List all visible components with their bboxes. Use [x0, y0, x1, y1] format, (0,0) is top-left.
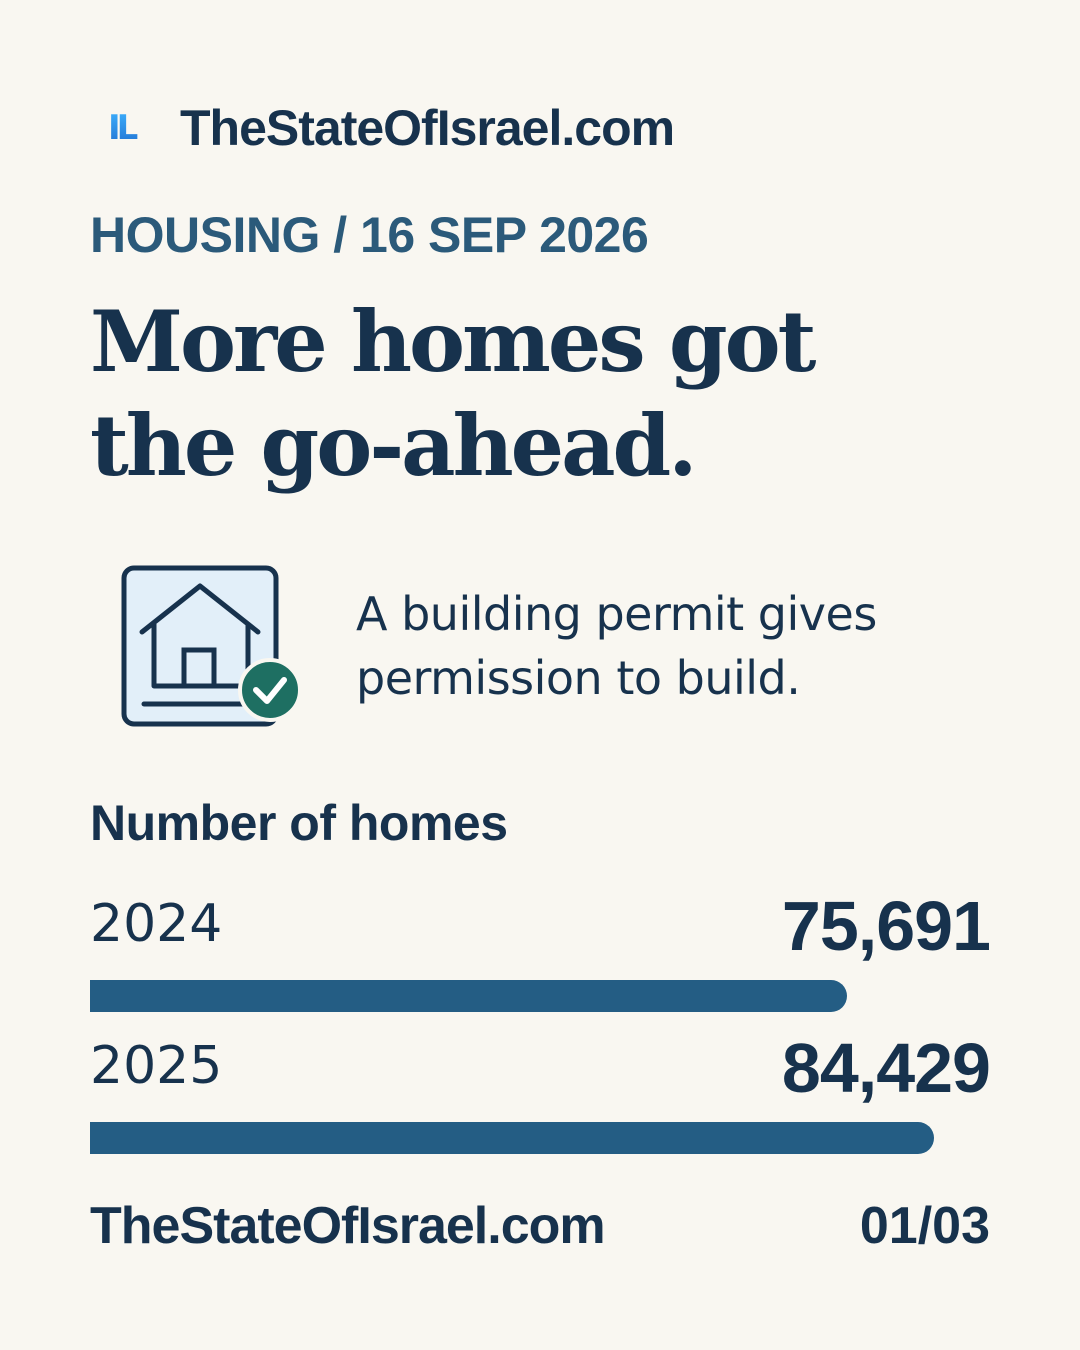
brand-header: IL TheStateOfIsrael.com — [108, 96, 675, 160]
headline-line-2: the go-ahead. — [90, 396, 698, 495]
page-indicator: 01/03 — [859, 1197, 990, 1255]
headline: More homes got the go-ahead. — [90, 290, 990, 498]
bar-value-label: 84,429 — [781, 1029, 991, 1107]
house-permit-check-icon — [121, 565, 302, 727]
bar-row-2024: 2024 75,691 — [90, 886, 991, 1016]
bar-category-label: 2024 — [90, 894, 223, 954]
permit-definition: A building permit gives permission to bu… — [356, 582, 996, 710]
bar-value-label: 75,691 — [781, 887, 991, 965]
brand-logo: IL — [108, 108, 168, 148]
chart-title: Number of homes — [90, 795, 508, 851]
definition-line-1: A building permit gives — [356, 587, 877, 641]
headline-line-1: More homes got — [90, 292, 816, 391]
bar-2024 — [90, 980, 847, 1012]
definition-line-2: permission to build. — [356, 651, 801, 705]
section-kicker: HOUSING / 16 SEP 2026 — [90, 207, 649, 263]
footer-brand: TheStateOfIsrael.com — [90, 1197, 606, 1255]
bar-row-2025: 2025 84,429 — [90, 1028, 991, 1158]
bar-category-label: 2025 — [90, 1036, 223, 1096]
bar-2025 — [90, 1122, 934, 1154]
brand-name: TheStateOfIsrael.com — [180, 100, 675, 156]
